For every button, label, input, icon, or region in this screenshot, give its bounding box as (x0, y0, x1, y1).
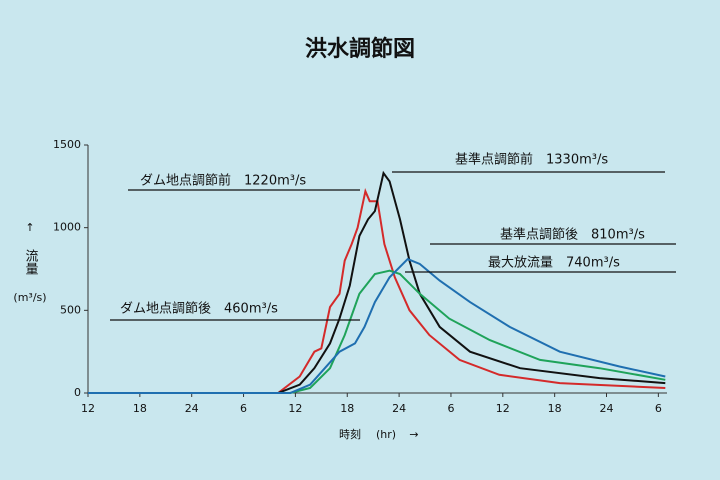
x-arrow: → (409, 428, 418, 441)
annotation: ダム地点調節前 1220m³/s (140, 173, 306, 189)
x-tick-label: 18 (548, 402, 562, 415)
x-tick-label: 24 (392, 402, 406, 415)
x-tick-label: 24 (600, 402, 614, 415)
annotation: ダム地点調節後 460m³/s (120, 302, 278, 317)
x-tick-label: 6 (447, 402, 454, 415)
x-tick-label: 12 (81, 402, 95, 415)
x-tick-label: 12 (288, 402, 302, 415)
x-tick-label: 12 (496, 402, 510, 415)
y-label: 流量 (23, 249, 39, 275)
x-tick-label: 18 (133, 402, 147, 415)
annotation: 最大放流量 740m³/s (488, 256, 620, 271)
series-line (88, 170, 666, 394)
y-tick-label: 0 (74, 386, 81, 399)
y-arrow: ↑ (25, 221, 34, 234)
series-line (88, 269, 666, 394)
chart-title: 洪水調節図 (305, 36, 415, 62)
annotation: 基準点調節前 1330m³/s (455, 152, 608, 168)
x-tick-label: 24 (185, 402, 199, 415)
x-tick-label: 18 (340, 402, 354, 415)
y-unit: (m³/s) (13, 291, 46, 304)
annotation: 基準点調節後 810m³/s (500, 227, 645, 243)
series-line (88, 188, 666, 394)
y-tick-label: 1500 (53, 138, 81, 151)
x-label: 時刻 (339, 427, 361, 441)
series-line (88, 257, 666, 394)
x-tick-label: 6 (240, 402, 247, 415)
x-unit: (hr) (376, 428, 396, 441)
y-tick-label: 500 (60, 303, 81, 316)
x-tick-label: 6 (655, 402, 662, 415)
y-tick-label: 1000 (53, 221, 81, 234)
